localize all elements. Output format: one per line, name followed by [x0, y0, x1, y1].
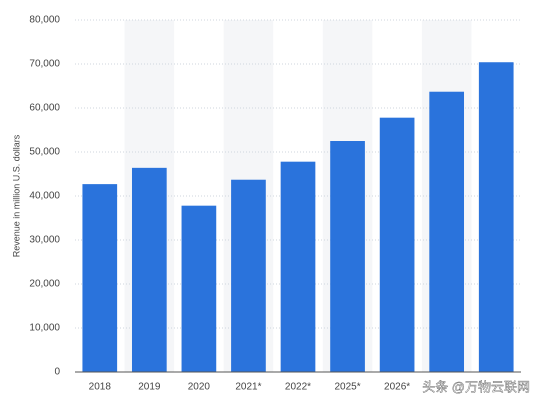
- bar: [379, 117, 415, 373]
- bar: [330, 141, 365, 372]
- bar: [280, 161, 316, 372]
- x-tick-label: 2022*: [285, 382, 311, 393]
- watermark: 头条 @万物云联网: [422, 379, 530, 394]
- x-tick-label: 2025*: [334, 382, 360, 393]
- y-tick-label: 80,000: [29, 15, 60, 26]
- y-tick-label: 20,000: [29, 279, 60, 290]
- y-tick-label: 70,000: [29, 59, 60, 70]
- x-tick-label: 2020: [188, 382, 211, 393]
- y-tick-label: 0: [54, 367, 60, 378]
- y-tick-label: 30,000: [29, 235, 60, 246]
- y-tick-label: 50,000: [29, 147, 60, 158]
- bar: [478, 62, 514, 373]
- x-tick-label: 2018: [89, 382, 112, 393]
- y-tick-label: 10,000: [29, 323, 60, 334]
- bar: [131, 167, 167, 372]
- y-tick-label: 60,000: [29, 103, 60, 114]
- x-tick-label: 2026*: [384, 382, 410, 393]
- bar: [82, 184, 118, 372]
- x-tick-label: 2021*: [235, 382, 261, 393]
- x-tick-label: 2019: [138, 382, 161, 393]
- y-axis-label: Revenue in million U.S. dollars: [11, 134, 21, 257]
- bar: [429, 91, 465, 372]
- bar: [231, 179, 266, 372]
- y-tick-label: 40,000: [29, 191, 60, 202]
- bar: [181, 205, 217, 372]
